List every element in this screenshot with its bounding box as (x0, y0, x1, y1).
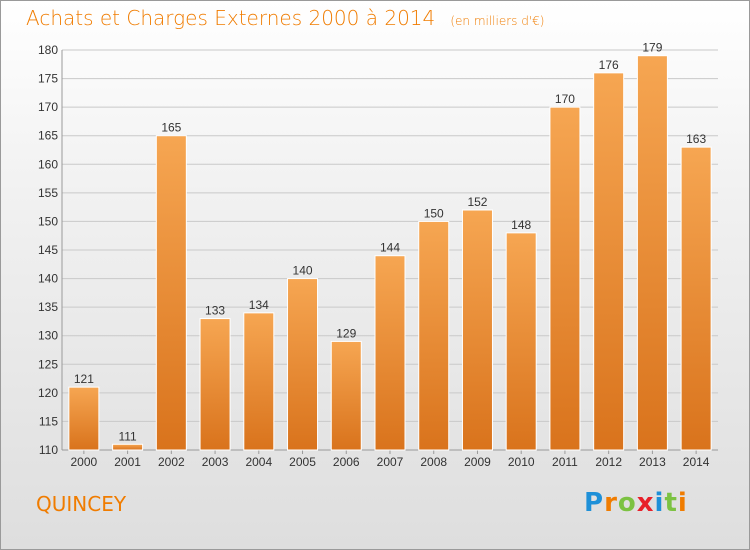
y-tick-label: 125 (38, 357, 58, 371)
logo-letter: o (617, 488, 637, 518)
data-label-2000: 121 (74, 372, 94, 386)
x-tick-label-2002: 2002 (158, 455, 185, 469)
data-label-2004: 134 (249, 298, 269, 312)
data-label-2011: 170 (555, 92, 575, 106)
bar-2013 (636, 55, 668, 451)
data-labels: 121 111 165 133 134 140 129 144 150 152 148 170 176 1… (74, 41, 707, 444)
x-tick-label-2008: 2008 (420, 455, 447, 469)
x-tick-label-2009: 2009 (464, 455, 491, 469)
y-tick-label: 160 (38, 157, 58, 171)
y-tick-label: 180 (38, 43, 58, 57)
bar-2014 (680, 146, 712, 451)
y-tick-label: 150 (38, 214, 58, 228)
data-label-2009: 152 (467, 195, 487, 209)
logo-letter: i (654, 488, 665, 518)
bar-2004 (243, 312, 275, 451)
y-tick-label: 135 (38, 300, 58, 314)
unit-note: (en milliers d'€) (450, 14, 545, 28)
x-tick-label-2006: 2006 (333, 455, 360, 469)
y-tick-label: 140 (38, 272, 58, 286)
x-tick-label-2012: 2012 (595, 455, 622, 469)
x-tick-label-2003: 2003 (202, 455, 229, 469)
data-label-2003: 133 (205, 304, 225, 318)
data-label-2012: 176 (599, 58, 619, 72)
chart-title: Achats et Charges Externes 2000 à 2014 (… (26, 6, 544, 30)
bar-2009 (461, 209, 493, 451)
data-label-2005: 140 (293, 264, 313, 278)
bar-2010 (505, 232, 537, 451)
data-label-2008: 150 (424, 206, 444, 220)
bar-2001 (112, 443, 144, 451)
bar-2006 (330, 340, 362, 451)
y-tick-label: 175 (38, 72, 58, 86)
x-tick-label-2014: 2014 (683, 455, 710, 469)
bar-2011 (549, 106, 581, 451)
commune-name: QUINCEY (36, 492, 127, 516)
x-tick-label-2005: 2005 (289, 455, 316, 469)
bar-2002 (155, 135, 187, 451)
data-label-2002: 165 (161, 121, 181, 135)
y-tick-label: 165 (38, 129, 58, 143)
bar-2005 (287, 278, 319, 451)
logo-letter: r (604, 488, 618, 518)
y-tick-label: 120 (38, 386, 58, 400)
bar-2003 (199, 318, 231, 451)
logo-letter: i (677, 488, 688, 518)
x-tick-label-2011: 2011 (552, 455, 578, 469)
logo-letter: x (636, 488, 655, 518)
y-tick-label: 115 (39, 414, 58, 428)
data-label-2010: 148 (511, 218, 531, 232)
x-tick-label-2001: 2001 (114, 455, 141, 469)
x-tick-label-2013: 2013 (639, 455, 666, 469)
data-label-2014: 163 (686, 132, 706, 146)
y-tick-label: 110 (39, 443, 58, 457)
y-tick-label: 155 (38, 186, 58, 200)
y-tick-label: 145 (38, 243, 58, 257)
bar-2007 (374, 255, 406, 451)
data-label-2006: 129 (336, 326, 356, 340)
y-tick-label: 130 (38, 329, 58, 343)
x-tick-label-2004: 2004 (245, 455, 272, 469)
x-tick-label-2010: 2010 (508, 455, 535, 469)
data-label-2013: 179 (642, 41, 662, 55)
data-label-2007: 144 (380, 241, 400, 255)
proxiti-logo: Proxiti (584, 488, 688, 518)
logo-letter: P (584, 488, 605, 518)
x-tick-label-2000: 2000 (71, 455, 98, 469)
x-tick-label-2007: 2007 (377, 455, 404, 469)
bar-2012 (593, 72, 625, 451)
bar-2008 (418, 220, 450, 451)
y-tick-label: 170 (38, 100, 58, 114)
bar-2000 (68, 386, 100, 451)
logo-letter: t (664, 488, 678, 518)
bars (68, 55, 712, 451)
data-label-2001: 111 (118, 429, 137, 443)
title-text: Achats et Charges Externes 2000 à 2014 (26, 6, 436, 30)
